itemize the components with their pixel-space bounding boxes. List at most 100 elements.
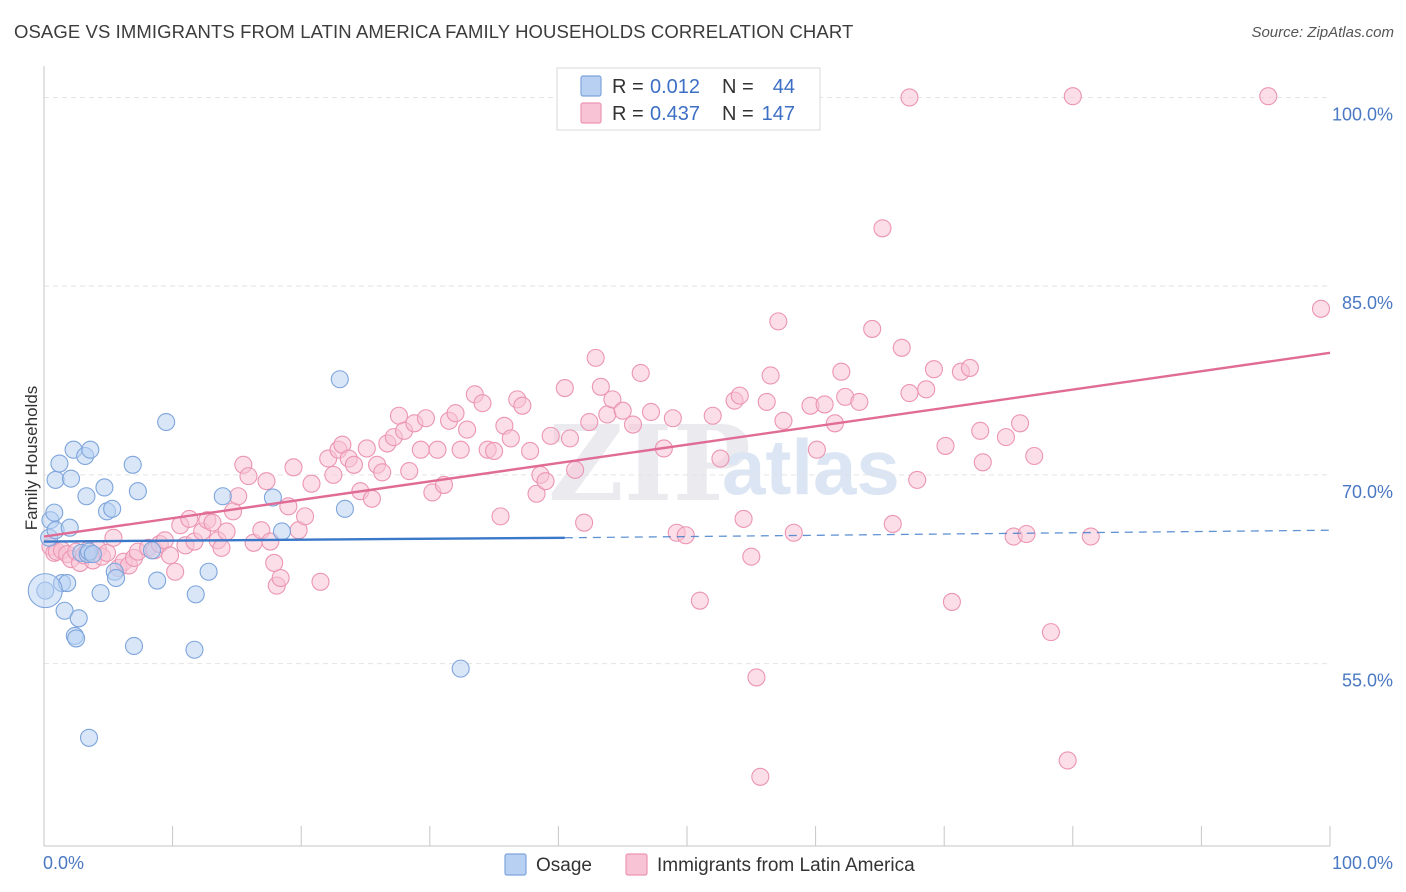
latam-point-151 [1058,751,1077,770]
latam-point-93 [555,379,574,398]
latam-point-52 [311,572,330,591]
y-tick-labels: 55.0% 70.0% 85.0% 100.0% [1332,104,1393,690]
osage-point-20 [79,728,99,747]
latam-point-145 [996,428,1015,447]
y-axis-label: Family Households [22,386,41,531]
latam-point-24 [160,546,180,565]
osage-point-8 [55,601,74,620]
latam-point-138 [924,360,943,379]
latam-point-92 [541,426,560,445]
chart-source: Source: ZipAtlas.com [1251,24,1394,41]
latam-point-121 [769,312,788,331]
latam-point-25 [166,562,185,581]
latam-point-94 [560,429,580,448]
latam-point-78 [458,420,477,439]
latam-point-46 [271,568,290,588]
latam-point-91 [536,472,555,491]
latam-point-132 [873,219,892,238]
osage-point-15 [69,609,88,628]
osage-point-31 [124,636,144,656]
latam-point-123 [784,523,803,542]
latam-point-14 [104,528,123,547]
latam-point-50 [296,507,315,526]
latam-point-35 [217,522,236,541]
osage-point-29 [106,568,126,588]
osage-point-41 [272,522,291,541]
x-tick-label-left: 0.0% [43,853,84,873]
latam-point-135 [900,384,919,403]
osage-point-25 [95,478,114,497]
latam-point-83 [491,507,510,526]
latam-point-147 [1011,414,1030,433]
latam-point-88 [521,441,540,461]
latam-point-32 [203,513,222,532]
latam-point-118 [751,767,770,786]
osage-point-39 [213,487,232,506]
legend-osage-swatch [580,75,602,97]
latam-point-63 [373,463,392,482]
latam-point-153 [1081,527,1100,546]
latam-point-101 [603,390,622,409]
osage-point-40 [263,488,282,507]
legend-latam-swatch [580,102,602,124]
latam-point-110 [690,591,709,610]
legend-latam-r-value: 0.437 [650,103,700,125]
latam-point-51 [302,474,321,493]
latam-point-149 [1025,446,1044,466]
latam-point-140 [942,592,961,611]
latam-point-68 [400,462,419,481]
legend-bottom-latam-swatch [625,853,648,876]
latam-point-112 [711,449,730,468]
legend-osage-r-value: 0.012 [650,76,700,98]
legend-bottom: Osage Immigrants from Latin America [504,853,915,876]
latam-point-131 [863,319,882,338]
latam-point-96 [575,513,594,532]
latam-point-137 [917,380,936,399]
y-tick-label-2: 85.0% [1342,293,1393,313]
x-tick-label-right: 100.0% [1332,853,1393,873]
osage-point-32 [128,482,147,501]
latam-point-105 [641,402,661,422]
latam-point-99 [591,377,610,396]
latam-point-122 [774,411,793,430]
osage-point-5 [46,470,65,489]
latam-point-148 [1017,524,1036,544]
latam-point-66 [389,406,408,425]
legend-osage-r-label: R = [612,76,644,98]
latam-point-130 [850,392,869,411]
latam-point-44 [265,553,284,572]
latam-point-125 [807,440,826,459]
latam-point-98 [586,348,605,367]
latam-point-142 [960,358,979,377]
latam-point-120 [761,366,780,385]
legend-latam-n-value: 147 [762,103,795,125]
latam-point-37 [229,487,248,506]
latam-point-76 [446,404,465,423]
latam-point-87 [513,396,532,415]
osage-trend-line-dashed [564,529,1331,539]
legend-top: R = 0.012 N = 44 R = 0.437 N = 147 [556,67,821,131]
osage-point-36 [185,640,204,659]
latam-point-128 [832,362,851,381]
latam-point-114 [730,386,749,405]
latam-point-39 [239,467,258,486]
osage-point-11 [61,469,81,488]
osage-point-35 [157,412,176,432]
legend-osage-n-value: 44 [773,76,795,98]
latam-point-71 [416,409,435,428]
latam-point-111 [703,406,722,425]
latam-point-42 [257,472,276,491]
osage-point-43 [335,499,354,518]
latam-point-109 [676,526,695,545]
y-tick-label-3: 100.0% [1332,104,1393,124]
osage-point-23 [83,545,102,564]
latam-point-102 [613,401,632,420]
osage-point-large [27,573,63,609]
latam-point-117 [747,668,766,687]
latam-point-77 [451,440,470,459]
latam-point-152 [1063,87,1082,106]
latam-point-43 [261,532,280,551]
latam-point-115 [734,509,753,528]
y-tick-label-1: 70.0% [1342,482,1393,502]
